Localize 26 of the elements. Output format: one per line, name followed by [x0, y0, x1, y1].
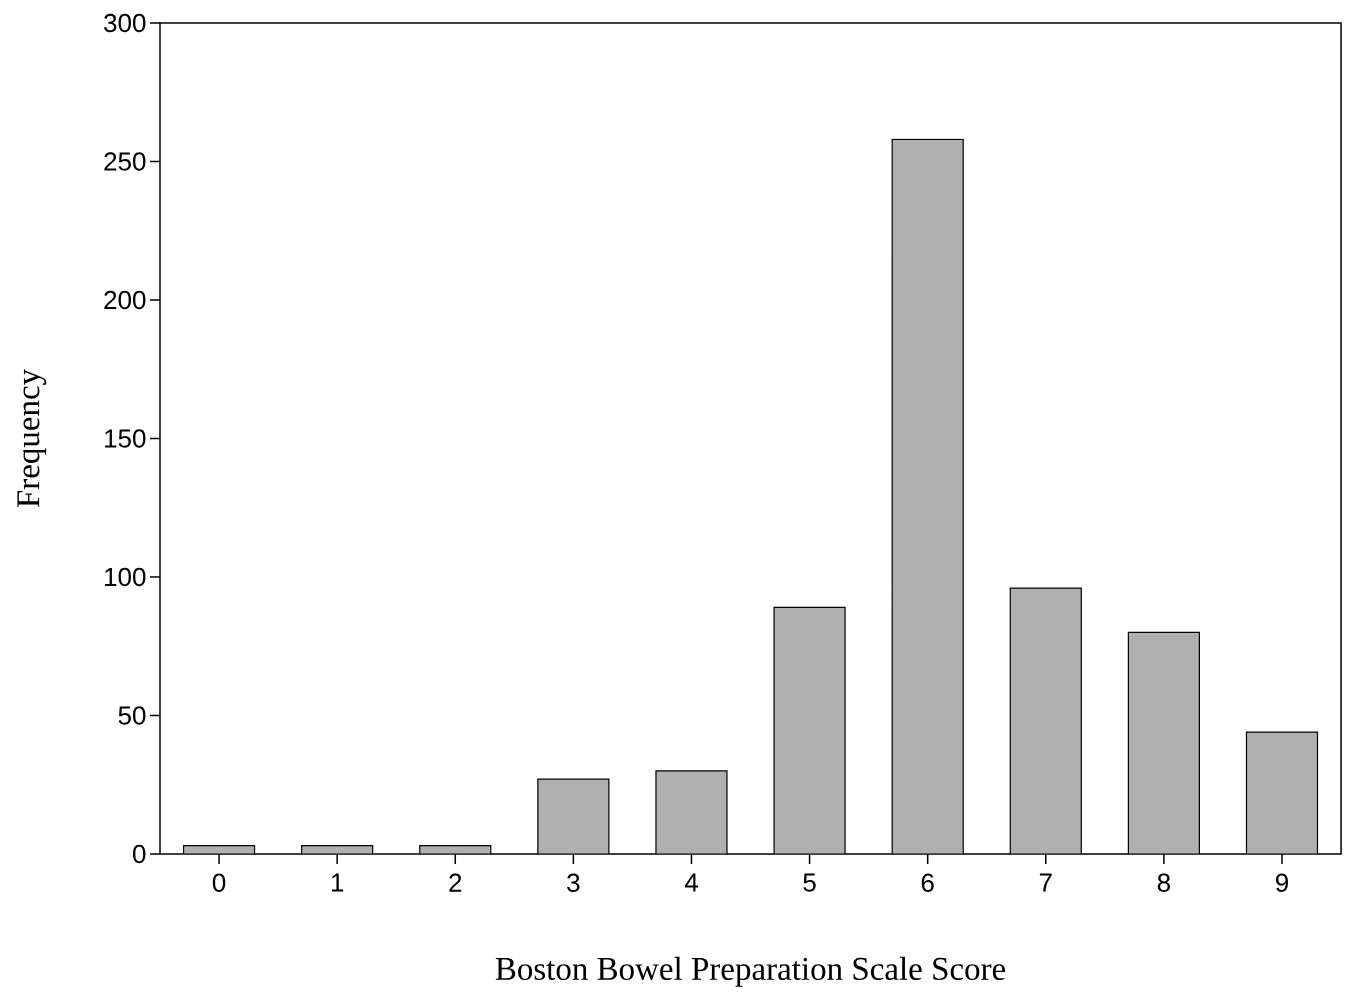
y-tick-label: 200 — [104, 290, 146, 310]
x-tick-label: 1 — [331, 873, 344, 892]
y-tick-label: 250 — [104, 152, 146, 171]
x-tick-label: 2 — [449, 873, 462, 892]
x-axis-title: Boston Bowel Preparation Scale Score — [495, 956, 1006, 987]
y-axis-title: Frequency — [17, 368, 47, 508]
x-tick-label: 0 — [212, 873, 226, 892]
bar — [892, 139, 964, 854]
x-tick-label: 5 — [803, 873, 816, 892]
x-tick-label: 7 — [1039, 873, 1052, 892]
x-tick-label: 8 — [1157, 873, 1170, 892]
y-tick-label: 100 — [105, 567, 146, 587]
bar — [537, 779, 609, 854]
bar — [655, 770, 727, 854]
y-tick-label: 300 — [104, 13, 146, 33]
x-tick-label: 6 — [921, 873, 934, 892]
y-tick-label: 50 — [118, 706, 146, 725]
x-tick-label: 4 — [684, 873, 698, 892]
bar — [1010, 588, 1082, 854]
bar — [1245, 731, 1319, 854]
bar — [774, 607, 846, 854]
y-tick-label: 150 — [105, 429, 146, 448]
x-tick-label: 3 — [567, 873, 580, 892]
x-tick-label: 9 — [1275, 873, 1288, 892]
y-tick-label: 0 — [133, 844, 146, 864]
bar — [1128, 632, 1200, 854]
